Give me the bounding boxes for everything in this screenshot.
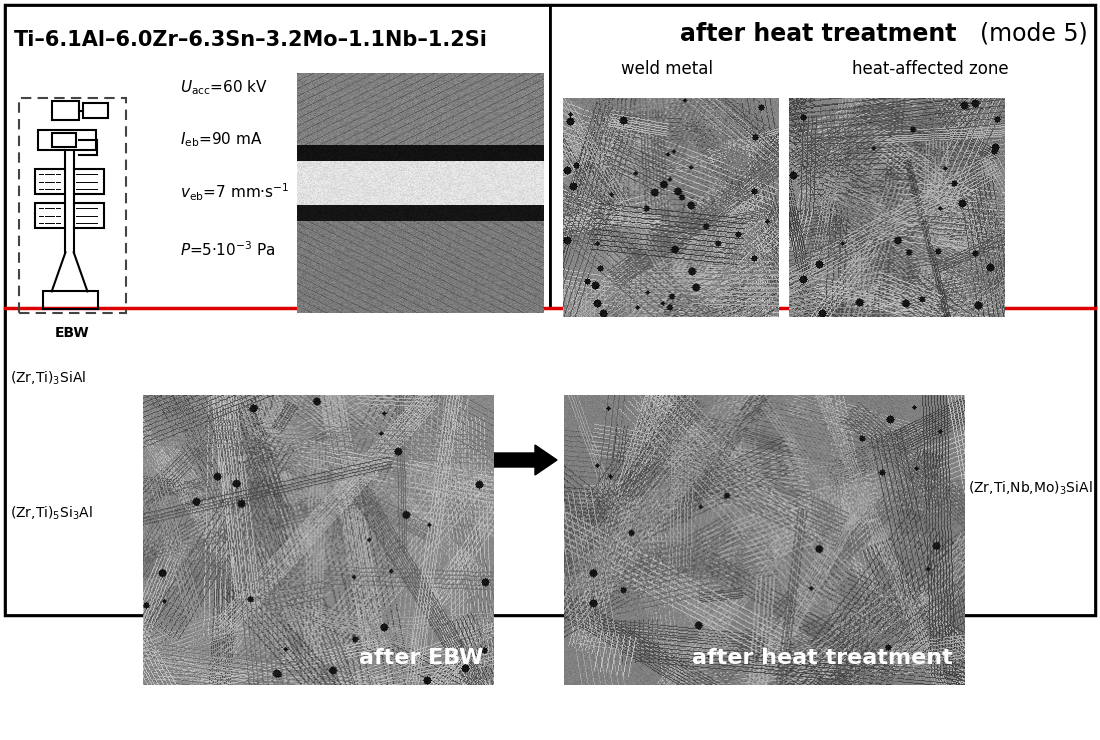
Text: heat-affected zone: heat-affected zone [851, 60, 1009, 78]
Text: $I_{\rm eb}$=90 mA: $I_{\rm eb}$=90 mA [180, 130, 263, 149]
Text: EBW: EBW [55, 326, 89, 340]
Text: after EBW: after EBW [359, 648, 483, 667]
Text: (mode 5): (mode 5) [980, 22, 1088, 46]
FancyArrow shape [492, 445, 557, 475]
Text: (Zr,Ti,Nb,Mo)$_3$SiAl: (Zr,Ti,Nb,Mo)$_3$SiAl [968, 480, 1092, 497]
Bar [35, 204, 66, 228]
Bar [84, 104, 108, 118]
Bar [19, 98, 126, 314]
Bar [6, 5, 550, 308]
Bar [6, 308, 1094, 615]
Text: (Zr,Ti)$_3$SiAl: (Zr,Ti)$_3$SiAl [10, 370, 86, 388]
Text: Ti–6.1Al–6.0Zr–6.3Sn–3.2Mo–1.1Nb–1.2Si: Ti–6.1Al–6.0Zr–6.3Sn–3.2Mo–1.1Nb–1.2Si [14, 30, 488, 50]
Text: weld metal: weld metal [621, 60, 713, 78]
Bar [74, 169, 104, 194]
Bar [6, 5, 1094, 615]
Bar [74, 204, 104, 228]
Text: $U_{\rm acc}$=60 kV: $U_{\rm acc}$=60 kV [180, 78, 268, 97]
Text: after heat treatment: after heat treatment [680, 22, 957, 46]
Text: $P$=5·10$^{-3}$ Pa: $P$=5·10$^{-3}$ Pa [180, 240, 276, 259]
Bar [44, 292, 99, 309]
Bar [52, 101, 79, 121]
Bar [52, 132, 77, 147]
Text: $v_{\rm eb}$=7 mm·s$^{-1}$: $v_{\rm eb}$=7 mm·s$^{-1}$ [180, 182, 289, 204]
Text: (Zr,Ti)$_5$Si$_3$Al: (Zr,Ti)$_5$Si$_3$Al [10, 505, 92, 522]
Bar [39, 130, 96, 149]
Text: after heat treatment: after heat treatment [692, 648, 953, 667]
Bar [550, 5, 1094, 308]
Bar [35, 169, 66, 194]
